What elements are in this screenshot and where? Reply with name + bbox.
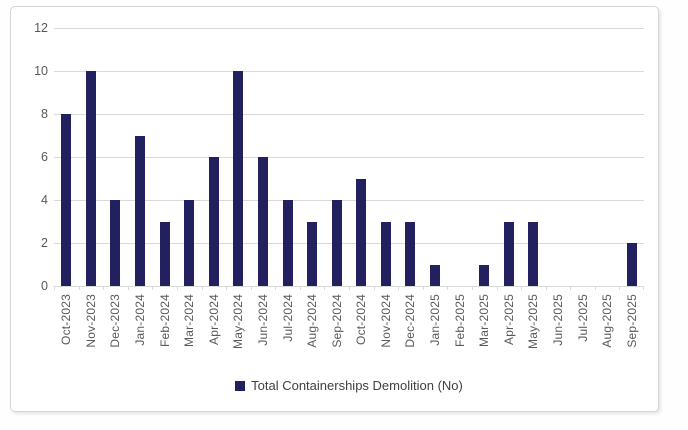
x-axis-label-Jan-2025: Jan-2025 [428, 294, 443, 346]
gridline-y6 [54, 157, 644, 158]
y-axis-label-2: 2 [41, 236, 48, 250]
bar-Jul-2024 [282, 200, 293, 286]
bar-Jan-2024 [135, 135, 146, 286]
x-axis-label-Oct-2024: Oct-2024 [354, 294, 369, 345]
axis-tick [447, 286, 448, 290]
bar-Dec-2023 [110, 200, 121, 286]
axis-tick [79, 286, 80, 290]
axis-tick [619, 286, 620, 290]
bar-Feb-2024 [159, 221, 170, 286]
gridline-y10 [54, 71, 644, 72]
gridline-y4 [54, 200, 644, 201]
axis-tick [128, 286, 129, 290]
axis-tick [152, 286, 153, 290]
axis-tick [423, 286, 424, 290]
legend-marker-icon [235, 381, 246, 391]
axis-tick [251, 286, 252, 290]
x-axis-label-Apr-2024: Apr-2024 [206, 294, 221, 345]
x-axis-label-Feb-2024: Feb-2024 [157, 294, 172, 347]
y-axis-label-12: 12 [34, 21, 48, 35]
bar-Nov-2024 [380, 221, 391, 286]
bar-Oct-2023 [61, 114, 72, 286]
x-axis-label-Nov-2024: Nov-2024 [378, 294, 393, 348]
axis-tick [54, 286, 55, 290]
x-axis-label-Jul-2025: Jul-2025 [575, 294, 590, 342]
axis-tick [202, 286, 203, 290]
axis-tick [374, 286, 375, 290]
x-axis-label-Jun-2025: Jun-2025 [550, 294, 565, 346]
bar-Sep-2025 [626, 243, 637, 286]
axis-tick [349, 286, 350, 290]
x-axis-labels: Oct-2023 Nov-2023 Dec-2023 Jan-2024 Feb-2024… [54, 294, 644, 366]
axis-tick [300, 286, 301, 290]
y-axis-label-8: 8 [41, 107, 48, 121]
plot-area [54, 28, 644, 287]
bar-Oct-2024 [356, 178, 367, 286]
bar-Aug-2024 [307, 221, 318, 286]
gridline-y8 [54, 114, 644, 115]
bar-Nov-2023 [85, 71, 96, 286]
x-axis-label-Jan-2024: Jan-2024 [133, 294, 148, 346]
x-axis-ticks [54, 286, 644, 290]
x-axis-label-Jun-2024: Jun-2024 [255, 294, 270, 346]
y-axis-label-0: 0 [41, 279, 48, 293]
axis-tick [226, 286, 227, 290]
x-axis-label-Mar-2024: Mar-2024 [182, 294, 197, 347]
axis-tick [643, 286, 644, 290]
x-axis-label-Aug-2024: Aug-2024 [305, 294, 320, 348]
x-axis-label-May-2024: May-2024 [231, 294, 246, 349]
axis-tick [570, 286, 571, 290]
x-axis-label-Feb-2025: Feb-2025 [452, 294, 467, 347]
bar-Apr-2025 [503, 221, 514, 286]
chart-legend: Total Containerships Demolition (No) [54, 377, 644, 395]
x-axis-label-Sep-2025: Sep-2025 [624, 294, 639, 348]
bar-Mar-2024 [184, 200, 195, 286]
bar-Jun-2024 [257, 157, 268, 286]
axis-tick [546, 286, 547, 290]
bar-May-2025 [528, 221, 539, 286]
bar-Mar-2025 [479, 264, 490, 286]
x-axis-label-Jul-2024: Jul-2024 [280, 294, 295, 342]
x-axis-label-Sep-2024: Sep-2024 [329, 294, 344, 348]
bar-Apr-2024 [208, 157, 219, 286]
bar-Jan-2025 [430, 264, 441, 286]
y-axis-label-10: 10 [34, 64, 48, 78]
axis-tick [472, 286, 473, 290]
legend-label: Total Containerships Demolition (No) [251, 378, 463, 393]
x-axis-label-Dec-2024: Dec-2024 [403, 294, 418, 348]
y-axis-label-6: 6 [41, 150, 48, 164]
axis-tick [398, 286, 399, 290]
axis-tick [103, 286, 104, 290]
bar-May-2024 [233, 71, 244, 286]
gridline-y12 [54, 28, 644, 29]
axis-tick [177, 286, 178, 290]
x-axis-label-Dec-2023: Dec-2023 [108, 294, 123, 348]
x-axis-label-Mar-2025: Mar-2025 [477, 294, 492, 347]
axis-tick [521, 286, 522, 290]
axis-tick [497, 286, 498, 290]
bar-Dec-2024 [405, 221, 416, 286]
x-axis-label-May-2025: May-2025 [526, 294, 541, 349]
bar-Sep-2024 [331, 200, 342, 286]
gridline-y2 [54, 243, 644, 244]
x-axis-label-Apr-2025: Apr-2025 [501, 294, 516, 345]
axis-tick [275, 286, 276, 290]
y-axis-label-4: 4 [41, 193, 48, 207]
x-axis-label-Aug-2025: Aug-2025 [600, 294, 615, 348]
x-axis-label-Nov-2023: Nov-2023 [83, 294, 98, 348]
chart-frame: 0 2 4 6 8 10 12 Oct-2023 Nov-2023 Dec-2023 Jan-20… [10, 6, 659, 412]
x-axis-label-Oct-2023: Oct-2023 [59, 294, 74, 345]
axis-tick [324, 286, 325, 290]
axis-tick [595, 286, 596, 290]
